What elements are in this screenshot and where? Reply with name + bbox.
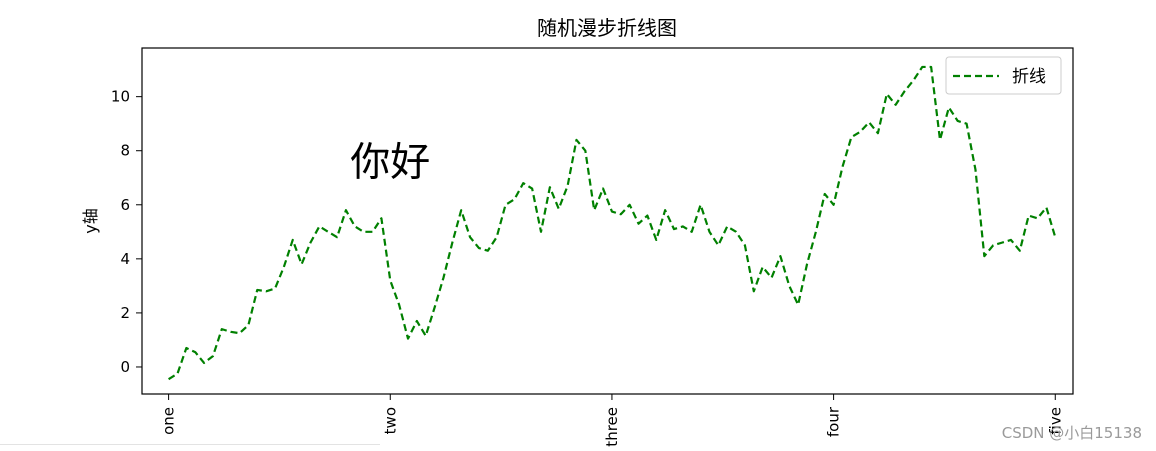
plot-area bbox=[168, 65, 1057, 381]
annotation-text: 你好 bbox=[350, 140, 430, 186]
legend-box bbox=[945, 56, 1062, 95]
x-tick-label: two bbox=[381, 407, 399, 434]
chart-title: 随机漫步折线图 bbox=[537, 16, 677, 40]
legend: 折线 bbox=[945, 56, 1062, 95]
x-axis: one two three four five bbox=[160, 394, 1064, 447]
bottom-strip bbox=[0, 444, 380, 451]
y-tick-label: 10 bbox=[111, 88, 130, 106]
series-line bbox=[168, 65, 1057, 381]
y-tick-label: 6 bbox=[120, 196, 130, 214]
x-tick-label: one bbox=[160, 407, 178, 435]
y-tick-label: 0 bbox=[120, 358, 130, 376]
y-tick-label: 2 bbox=[120, 304, 130, 322]
y-tick-label: 4 bbox=[120, 250, 130, 268]
y-axis-label: y轴 bbox=[81, 208, 100, 233]
x-tick-label: five bbox=[1046, 407, 1064, 435]
x-tick-label: three bbox=[603, 407, 621, 447]
axes-frame bbox=[141, 47, 1074, 395]
legend-label: 折线 bbox=[1012, 67, 1046, 87]
y-axis: 0 2 4 6 8 10 bbox=[111, 88, 142, 376]
watermark: CSDN @小白15138 bbox=[1001, 424, 1142, 442]
y-tick-label: 8 bbox=[120, 142, 130, 160]
x-tick-label: four bbox=[825, 406, 843, 437]
